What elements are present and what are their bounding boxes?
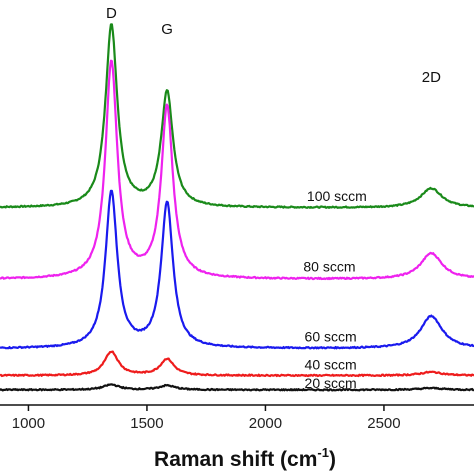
x-tick-label: 1500 (130, 415, 163, 432)
x-axis-title-tail: ) (329, 448, 336, 471)
x-axis-title-main: Raman shift (cm (154, 448, 317, 471)
series-line-1 (0, 23, 474, 209)
series-line-5 (0, 383, 474, 392)
series-line-2 (0, 59, 474, 281)
series-label: 60 sccm (305, 329, 357, 345)
series-label: 40 sccm (305, 357, 357, 373)
series-line-4 (0, 350, 474, 378)
series-label-group: 100 sccm 80 sccm 60 sccm 40 sccm 20 sccm (303, 188, 366, 391)
series-label: 100 sccm (307, 188, 367, 204)
peak-label-group: D G 2D (106, 5, 441, 86)
series-line-3 (0, 189, 474, 350)
x-tick-label: 2000 (249, 415, 282, 432)
x-axis-title: Raman shift (cm-1) (154, 445, 336, 471)
peak-label-d: D (106, 5, 117, 22)
x-tick-group: 1000 1500 2000 2500 (12, 405, 401, 432)
x-axis-title-superscript: -1 (317, 445, 329, 460)
series-label: 20 sccm (305, 375, 357, 391)
series-label: 80 sccm (303, 258, 355, 274)
x-tick-label: 2500 (367, 415, 400, 432)
peak-label-g: G (161, 21, 173, 38)
series-layer (0, 23, 474, 392)
x-tick-label: 1000 (12, 415, 45, 432)
peak-label-2d: 2D (422, 69, 441, 86)
